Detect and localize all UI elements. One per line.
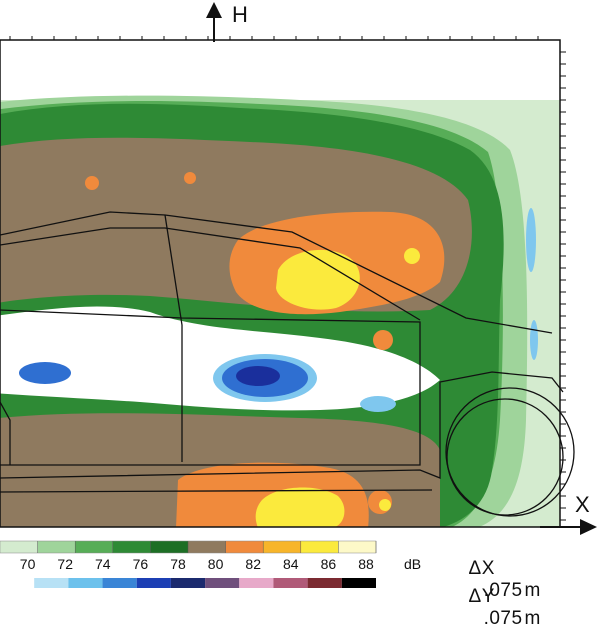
secondary-strip-swatch	[273, 578, 308, 588]
secondary-strip-swatch	[170, 578, 206, 588]
delta-y-readout: ΔY .075 m	[458, 564, 541, 630]
colorbar-swatch	[75, 541, 113, 553]
cool-zone-left	[19, 362, 71, 384]
colorbar-swatch	[188, 541, 226, 553]
colorbar-tick-label: 74	[95, 556, 111, 572]
secondary-strip-swatch	[34, 578, 69, 588]
hot-patch-c	[404, 248, 420, 264]
cool-zone-right	[360, 396, 396, 412]
secondary-strip-swatch	[0, 578, 35, 588]
vehicle-outline	[0, 211, 575, 517]
colorbar-tick-label: 72	[57, 556, 73, 572]
plot-frame	[0, 36, 566, 528]
hot-patch-f	[379, 499, 391, 511]
secondary-strip-swatch	[68, 578, 103, 588]
roof-inner-line	[0, 227, 421, 321]
colorbar: 70 72 74 76 78 80 82 84 86 88	[0, 540, 377, 588]
secondary-strip-swatch	[239, 578, 274, 588]
wheel-outline-inner	[446, 398, 564, 516]
top-axis-ticks	[9, 36, 539, 40]
colorbar-tick-label: 84	[283, 556, 299, 572]
delta-y-axis: ΔY	[468, 586, 495, 607]
a-pillar-line	[164, 214, 183, 462]
hot-patch-d	[373, 330, 393, 350]
delta-x-axis: ΔX	[468, 558, 495, 579]
secondary-strip-swatch	[341, 578, 376, 588]
cool-streak-b	[530, 320, 538, 360]
contour-lower-core	[255, 487, 345, 527]
colorbar-swatch	[37, 541, 76, 553]
delta-x-readout: ΔX .075 m	[458, 536, 541, 602]
colorbar-swatch	[0, 541, 38, 553]
colorbar-swatch	[225, 541, 264, 553]
roof-line	[0, 211, 553, 334]
cool-streak-a	[526, 208, 536, 272]
delta-x-unit: m	[524, 580, 541, 601]
colorbar-swatch	[263, 541, 301, 553]
delta-y-value: .075	[483, 608, 523, 629]
colorbar-tick-label: 76	[133, 556, 149, 572]
x-axis-arrow	[540, 519, 597, 535]
hot-patch-b	[184, 172, 196, 184]
colorbar-tick-label: 78	[170, 556, 186, 572]
colorbar-swatch	[150, 541, 188, 553]
secondary-strip-swatch	[307, 578, 342, 588]
body-lower-line	[0, 489, 433, 493]
h-axis-label: H	[232, 2, 248, 27]
cool-zone-core	[236, 366, 280, 386]
door-edge	[0, 401, 11, 465]
colorbar-tick-label: 70	[20, 556, 36, 572]
h-axis-arrow	[206, 2, 222, 42]
colorbar-swatch	[338, 541, 376, 553]
colorbar-tick-label: 82	[245, 556, 261, 572]
sound-pressure-field	[0, 95, 560, 527]
acoustic-map-chart: H X 70 72 74 76 78 80 82 84 86 88 dB	[0, 2, 597, 588]
colorbar-tick-label: 86	[321, 556, 337, 572]
right-axis-ticks	[560, 51, 566, 521]
delta-y-unit: m	[524, 608, 541, 629]
quiet-corridor	[0, 306, 440, 411]
colorbar-swatch	[112, 541, 151, 553]
contour-upper-core	[276, 249, 360, 310]
colorbar-tick-label: 88	[358, 556, 374, 572]
colorbar-swatch	[300, 541, 339, 553]
x-axis-label: X	[575, 492, 590, 517]
hot-patch-a	[85, 176, 99, 190]
wheel-outline	[445, 387, 575, 517]
delta-x-value: .075	[483, 580, 523, 601]
colorbar-tick-label: 80	[208, 556, 224, 572]
secondary-strip-swatch	[205, 578, 240, 588]
sill-line	[0, 371, 564, 479]
secondary-strip-swatch	[102, 578, 137, 588]
secondary-strip-swatch	[136, 578, 171, 588]
belt-line	[0, 309, 421, 466]
colorbar-unit: dB	[404, 556, 421, 572]
